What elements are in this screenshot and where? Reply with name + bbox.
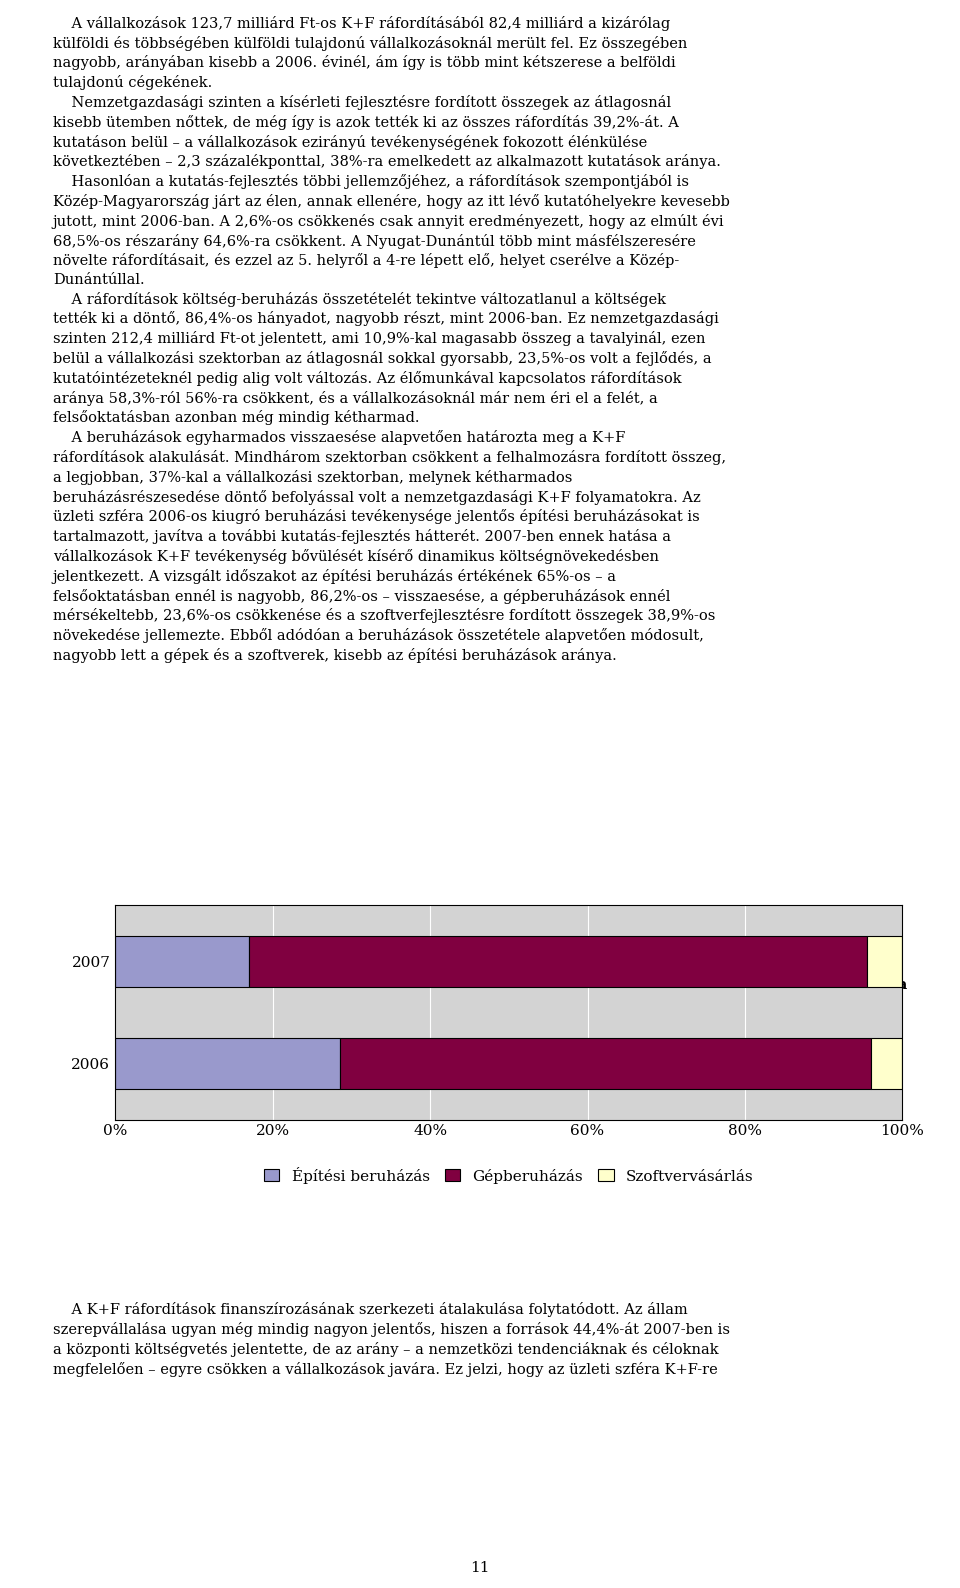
Legend: Építési beruházás, Gépberuházás, Szoftvervásárlás: Építési beruházás, Gépberuházás, Szoftve… — [258, 1161, 759, 1189]
Text: A K+F ráfordítások finanszírozásának szerkezeti átalakulása folytatódott. Az áll: A K+F ráfordítások finanszírozásának sze… — [53, 1302, 730, 1377]
Bar — [115, 935, 249, 986]
Bar — [340, 1039, 871, 1089]
Bar — [115, 1039, 340, 1089]
Text: 5. sz. ábra: 5. sz. ábra — [820, 978, 907, 991]
Text: A vállalkozások 123,7 milliárd Ft-os K+F ráfordításából 82,4 milliárd a kizáróla: A vállalkozások 123,7 milliárd Ft-os K+F… — [53, 16, 730, 664]
Bar — [867, 935, 902, 986]
Bar — [871, 1039, 902, 1089]
Text: A beruházások összetételének alakulása: A beruházások összetételének alakulása — [277, 1023, 683, 1042]
Text: 11: 11 — [470, 1561, 490, 1575]
Bar — [249, 935, 867, 986]
